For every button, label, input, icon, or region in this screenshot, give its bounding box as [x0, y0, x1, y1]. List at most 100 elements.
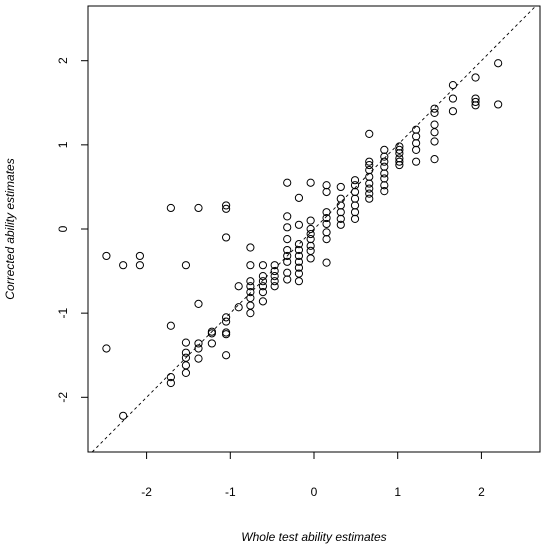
scatter-point [322, 219, 331, 229]
scatter-point [412, 125, 421, 134]
scatter-point [365, 189, 374, 198]
scatter-point [412, 145, 421, 154]
scatter-point [194, 203, 203, 213]
x-tick-label: 2 [478, 485, 485, 499]
scatter-point [270, 272, 279, 281]
scatter-point [380, 181, 389, 190]
scatter-point [471, 97, 480, 107]
y-tick-label: 2 [56, 57, 70, 64]
scatter-point [322, 208, 331, 217]
scatter-point [222, 328, 231, 337]
scatter-point [283, 178, 292, 187]
scatter-point [294, 220, 304, 229]
scatter-point [448, 94, 458, 103]
scatter-point [166, 203, 175, 213]
scatter-point [246, 277, 255, 286]
scatter-point [471, 73, 480, 82]
scatter-point [350, 214, 360, 224]
scatter-point [294, 240, 304, 249]
scatter-point [166, 373, 175, 382]
scatter-point [166, 378, 175, 388]
scatter-point [222, 330, 231, 339]
points-layer [102, 59, 503, 420]
scatter-point [222, 351, 231, 360]
scatter-point [283, 245, 292, 255]
scatter-point [380, 162, 389, 171]
scatter-point [365, 165, 374, 175]
scatter-point [350, 201, 360, 210]
scatter-point [181, 338, 191, 347]
scatter-point [194, 354, 203, 363]
scatter-point [336, 220, 345, 229]
scatter-point [283, 275, 292, 284]
scatter-point [270, 266, 279, 276]
scatter-point [380, 157, 389, 166]
scatter-point [246, 243, 255, 252]
scatter-point [135, 251, 144, 261]
scatter-point [395, 160, 404, 170]
scatter-point [365, 129, 374, 139]
scatter-point [395, 157, 404, 166]
x-axis: -2 -1 0 1 2 [141, 452, 485, 499]
y-axis-title: Corrected ability estimates [3, 158, 17, 299]
scatter-point [246, 282, 255, 291]
scatter-point [283, 268, 292, 277]
scatter-point [380, 174, 389, 183]
scatter-point [102, 344, 111, 353]
scatter-point [270, 277, 279, 286]
scatter-point [494, 59, 503, 68]
scatter-point [181, 348, 191, 357]
scatter-point [322, 228, 331, 237]
scatter-point [336, 208, 345, 217]
scatter-point [119, 411, 128, 420]
x-tick-label: -1 [225, 485, 236, 499]
y-tick-label: -1 [56, 307, 70, 318]
scatter-point [283, 212, 292, 221]
scatter-point [222, 313, 231, 322]
scatter-point [350, 187, 360, 197]
scatter-point [135, 261, 144, 270]
scatter-point [246, 261, 255, 270]
scatter-point [258, 282, 268, 291]
scatter-point [448, 107, 458, 116]
scatter-point [395, 149, 404, 158]
scatter-point [430, 104, 439, 113]
scatter-point [430, 108, 439, 117]
scatter-point [430, 128, 439, 137]
scatter-point [395, 145, 404, 154]
scatter-point [448, 81, 458, 90]
scatter-point [102, 251, 111, 261]
scatter-point [270, 282, 279, 291]
scatter-point [336, 194, 345, 203]
scatter-point [294, 263, 304, 272]
x-tick-label: 0 [311, 485, 318, 499]
scatter-point [365, 172, 374, 181]
scatter-point [365, 160, 374, 170]
scatter-point [350, 176, 360, 185]
scatter-point [234, 303, 243, 312]
scatter-point [306, 241, 315, 250]
scatter-point [306, 254, 315, 263]
scatter-point [336, 214, 345, 224]
scatter-point [222, 204, 231, 213]
x-tick-label: 1 [394, 485, 401, 499]
scatter-point [365, 157, 374, 166]
scatter-point [234, 282, 243, 291]
scatter-point [430, 155, 439, 164]
scatter-point [322, 181, 331, 190]
scatter-point [246, 301, 255, 310]
x-axis-title: Whole test ability estimates [241, 530, 386, 544]
scatter-point [119, 261, 128, 270]
scatter-point [350, 208, 360, 217]
scatter-point [222, 317, 231, 326]
scatter-point [294, 251, 304, 261]
scatter-point [380, 169, 389, 178]
scatter-point [258, 277, 268, 286]
scatter-point [380, 152, 389, 161]
x-tick-label: -2 [141, 485, 152, 499]
y-tick-label: -2 [56, 392, 70, 403]
scatter-point [258, 297, 268, 306]
scatter-point [322, 234, 331, 244]
scatter-point [181, 368, 191, 377]
